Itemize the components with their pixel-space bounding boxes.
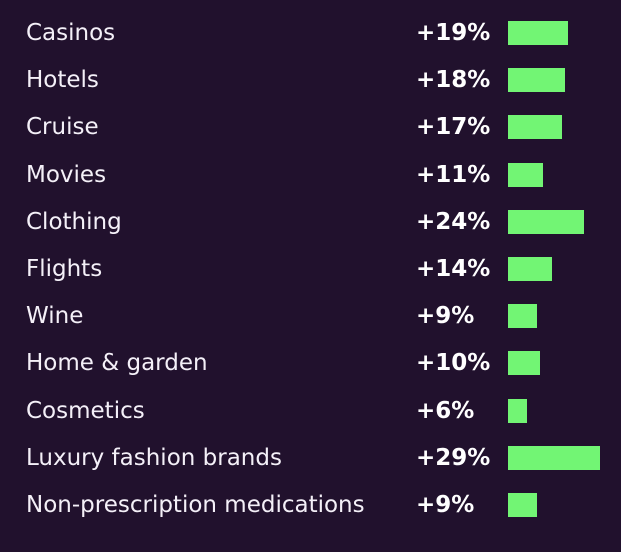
chart-row: Luxury fashion brands +29% [0, 436, 621, 480]
bar [508, 304, 537, 329]
chart-row: Cosmetics +6% [0, 389, 621, 433]
category-label: Non-prescription medications [26, 492, 365, 518]
bar [508, 493, 537, 517]
value-label: +18% [416, 67, 491, 94]
chart-row: Hotels +18% [0, 58, 621, 102]
bar [508, 351, 540, 376]
bar [508, 445, 600, 470]
category-label: Luxury fashion brands [26, 444, 282, 471]
value-label: +11% [416, 161, 491, 188]
category-label: Cosmetics [26, 397, 145, 424]
value-label: +14% [416, 256, 491, 282]
category-label: Home & garden [26, 350, 208, 377]
value-label: +17% [416, 114, 491, 141]
value-label: +6% [416, 397, 475, 424]
chart-row: Cruise +17% [0, 105, 621, 149]
value-label: +9% [416, 303, 475, 330]
bar [508, 162, 543, 187]
category-label: Clothing [26, 208, 122, 235]
bar [508, 257, 552, 281]
value-label: +10% [416, 350, 491, 377]
category-label: Cruise [26, 114, 99, 141]
chart-row: Movies +11% [0, 153, 621, 197]
chart-row: Wine +9% [0, 294, 621, 338]
value-label: +19% [416, 20, 491, 46]
bar [508, 68, 565, 93]
category-label: Flights [26, 256, 103, 282]
chart-row: Home & garden +10% [0, 341, 621, 385]
value-label: +24% [416, 208, 491, 235]
value-label: +29% [416, 444, 491, 471]
category-label: Wine [26, 303, 84, 330]
bar [508, 21, 568, 45]
bar [508, 209, 584, 234]
bar [508, 398, 527, 423]
category-label: Movies [26, 161, 107, 188]
chart-row: Clothing +24% [0, 200, 621, 244]
category-label: Casinos [26, 20, 116, 46]
chart-row: Non-prescription medications +9% [0, 483, 621, 527]
value-label: +9% [416, 492, 475, 518]
bar [508, 115, 562, 140]
chart-row: Flights +14% [0, 247, 621, 291]
category-label: Hotels [26, 67, 99, 94]
chart-row: Casinos +19% [0, 11, 621, 55]
